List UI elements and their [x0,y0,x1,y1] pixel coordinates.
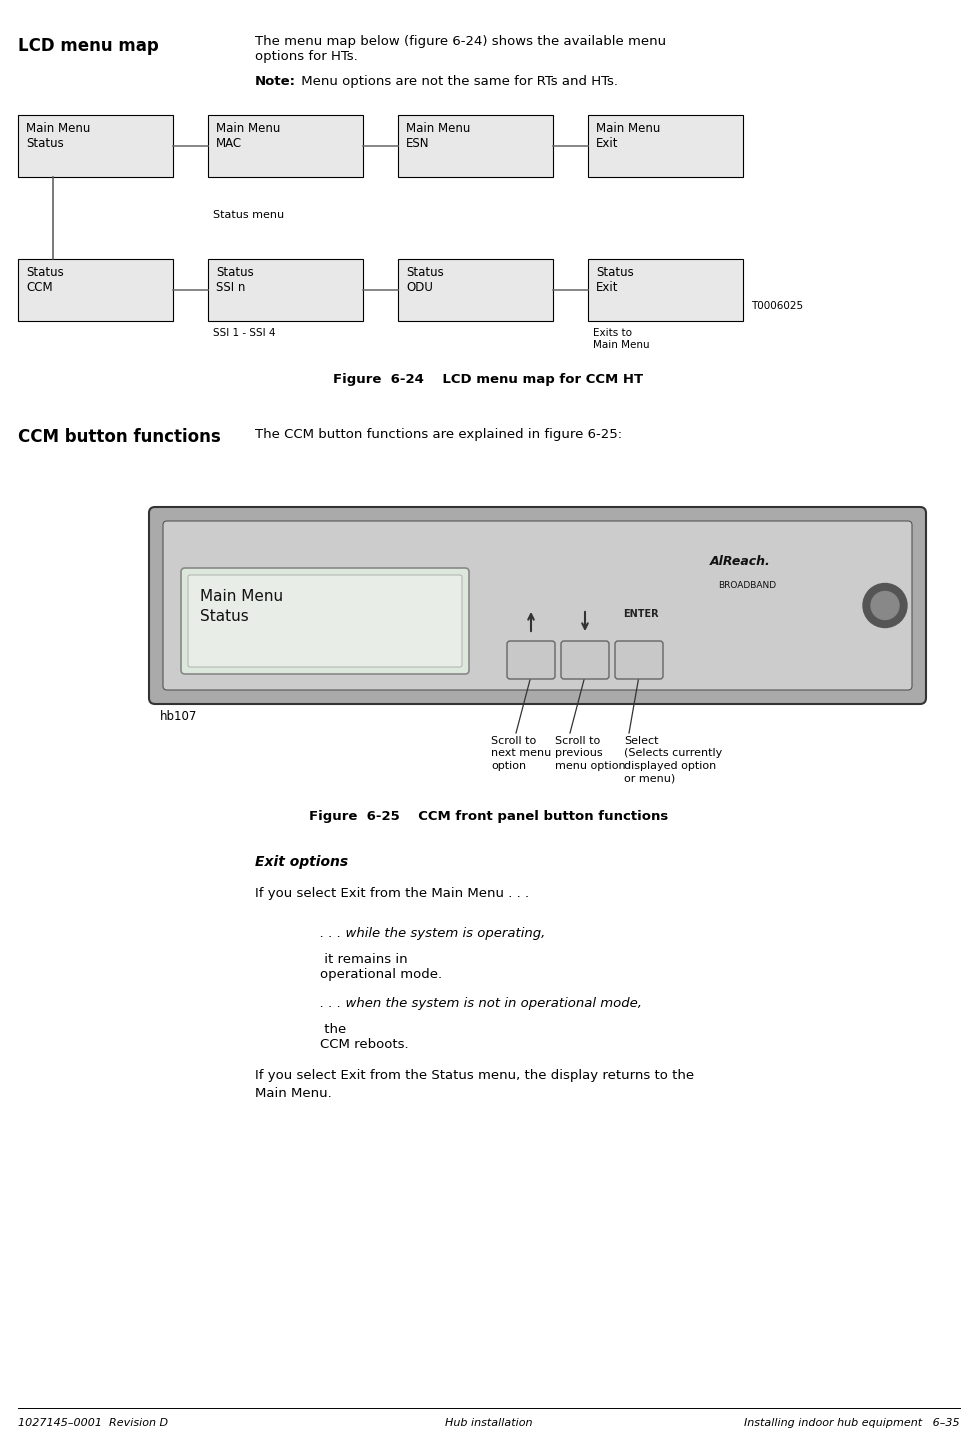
FancyBboxPatch shape [208,259,363,321]
Text: Status
SSI n: Status SSI n [216,266,254,294]
Text: Scroll to
previous
menu option: Scroll to previous menu option [555,736,625,770]
Text: . . . while the system is operating,: . . . while the system is operating, [320,927,545,939]
Text: the
CCM reboots.: the CCM reboots. [320,1022,408,1051]
Text: Main Menu
ESN: Main Menu ESN [406,122,470,150]
FancyBboxPatch shape [398,259,553,321]
Text: Scroll to
next menu
option: Scroll to next menu option [491,736,551,770]
Text: Status
Exit: Status Exit [596,266,634,294]
FancyBboxPatch shape [507,642,555,679]
FancyBboxPatch shape [588,259,743,321]
Text: Select
(Selects currently
displayed option
or menu): Select (Selects currently displayed opti… [624,736,722,783]
Text: Figure  6-24    LCD menu map for CCM HT: Figure 6-24 LCD menu map for CCM HT [333,372,644,387]
FancyBboxPatch shape [561,642,609,679]
Text: SSI 1 - SSI 4: SSI 1 - SSI 4 [213,328,276,338]
Text: CCM button functions: CCM button functions [18,428,221,445]
FancyBboxPatch shape [163,521,912,690]
FancyBboxPatch shape [588,115,743,178]
Text: Status
ODU: Status ODU [406,266,444,294]
FancyBboxPatch shape [18,259,173,321]
FancyBboxPatch shape [181,569,469,674]
Text: Hub installation: Hub installation [445,1418,532,1428]
Text: LCD menu map: LCD menu map [18,37,158,54]
Text: ENTER: ENTER [623,609,658,619]
Text: Installing indoor hub equipment   6–35: Installing indoor hub equipment 6–35 [744,1418,960,1428]
FancyBboxPatch shape [188,576,462,667]
Text: 1027145–0001  Revision D: 1027145–0001 Revision D [18,1418,168,1428]
Text: Figure  6-25    CCM front panel button functions: Figure 6-25 CCM front panel button funct… [309,811,668,823]
Text: Status
CCM: Status CCM [26,266,64,294]
Text: Menu options are not the same for RTs and HTs.: Menu options are not the same for RTs an… [297,74,618,87]
Text: AlReach.: AlReach. [710,556,771,569]
Text: hb107: hb107 [160,710,197,723]
Circle shape [863,583,907,627]
FancyBboxPatch shape [208,115,363,178]
Text: If you select Exit from the Main Menu . . .: If you select Exit from the Main Menu . … [255,886,530,899]
FancyBboxPatch shape [18,115,173,178]
Circle shape [871,591,899,620]
Text: Main Menu
Exit: Main Menu Exit [596,122,660,150]
Text: The menu map below (figure 6-24) shows the available menu
options for HTs.: The menu map below (figure 6-24) shows t… [255,34,666,63]
Text: Exits to
Main Menu: Exits to Main Menu [593,328,650,349]
FancyBboxPatch shape [149,507,926,705]
Text: Status menu: Status menu [213,211,284,221]
Text: Main Menu
Status: Main Menu Status [26,122,91,150]
FancyBboxPatch shape [615,642,663,679]
Text: Note:: Note: [255,74,296,87]
Text: . . . when the system is not in operational mode,: . . . when the system is not in operatio… [320,997,642,1010]
Text: it remains in
operational mode.: it remains in operational mode. [320,954,443,981]
FancyBboxPatch shape [398,115,553,178]
Text: Main Menu
MAC: Main Menu MAC [216,122,280,150]
Text: Main Menu
Status: Main Menu Status [200,589,283,624]
Text: T0006025: T0006025 [751,301,803,311]
Text: Exit options: Exit options [255,855,348,869]
Text: If you select Exit from the Status menu, the display returns to the
Main Menu.: If you select Exit from the Status menu,… [255,1070,694,1100]
Text: The CCM button functions are explained in figure 6-25:: The CCM button functions are explained i… [255,428,622,441]
Text: BROADBAND: BROADBAND [718,581,776,590]
